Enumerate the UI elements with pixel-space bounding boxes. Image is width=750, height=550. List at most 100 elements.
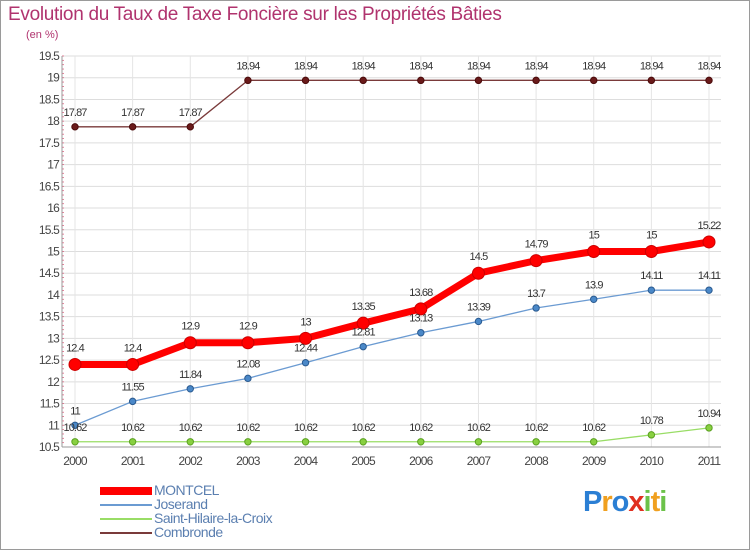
y-tick-label: 19.5 (39, 49, 60, 63)
series-point (644, 245, 658, 258)
data-label: 12.9 (181, 321, 200, 333)
series-point (183, 336, 197, 350)
series-point (705, 76, 713, 85)
series-point (244, 374, 252, 383)
data-label: 14.5 (470, 251, 489, 263)
series-point (590, 438, 598, 446)
data-label: 11 (70, 405, 80, 417)
data-label: 10.62 (294, 422, 318, 434)
logo-letter: t (650, 486, 661, 518)
series-point (186, 123, 194, 131)
data-label: 10.62 (179, 422, 203, 434)
series-point (359, 342, 367, 351)
data-label: 18.94 (640, 60, 664, 72)
series-point (68, 357, 82, 371)
legend-swatch (100, 532, 152, 534)
series-point (587, 245, 601, 258)
y-tick-label: 19 (47, 71, 60, 85)
data-label: 14.79 (525, 239, 549, 251)
series-point (71, 123, 79, 131)
legend-swatch (100, 504, 152, 506)
series-point (301, 438, 310, 446)
y-tick-label: 14.5 (39, 266, 60, 280)
data-label: 15.22 (697, 220, 721, 232)
x-tick-label: 2007 (467, 454, 492, 468)
data-label: 12.4 (66, 342, 85, 354)
y-tick-label: 17 (47, 158, 60, 172)
data-label: 10.62 (63, 422, 87, 434)
series-point (359, 438, 367, 446)
series-point (529, 254, 543, 268)
y-tick-label: 17.5 (39, 136, 60, 150)
y-tick-label: 16 (47, 201, 60, 215)
y-tick-label: 12.5 (39, 353, 60, 367)
series-point (647, 76, 656, 85)
logo-letter: x (628, 486, 644, 518)
logo-letter: i (643, 486, 652, 518)
series-point (647, 431, 656, 439)
series-point (417, 329, 425, 337)
series-point (301, 359, 310, 367)
x-tick-label: 2010 (640, 454, 665, 468)
series-point (702, 235, 716, 249)
y-tick-label: 18.5 (39, 92, 60, 106)
legend-label: Combronde (154, 524, 223, 540)
data-label: 15 (589, 230, 600, 242)
data-label: 10.94 (697, 408, 721, 420)
series-point (590, 76, 598, 85)
series-line-combronde (75, 79, 709, 128)
data-label: 14.11 (640, 270, 663, 282)
data-label: 12.4 (124, 342, 143, 354)
data-label: 15 (646, 230, 657, 242)
series-point (359, 76, 367, 85)
data-label: 17.87 (179, 107, 203, 119)
series-point (474, 317, 483, 326)
data-label: 12.44 (294, 343, 318, 355)
x-tick-label: 2001 (121, 454, 146, 468)
data-label: 10.62 (525, 422, 549, 434)
data-label: 10.78 (640, 415, 664, 427)
legend-swatch (100, 487, 152, 495)
x-tick-label: 2005 (351, 454, 376, 468)
data-label: 11.55 (122, 381, 145, 393)
y-tick-label: 16.5 (39, 179, 60, 193)
data-label: 17.87 (121, 107, 145, 119)
series-point (532, 76, 540, 85)
x-tick-label: 2008 (524, 454, 549, 468)
series-point (474, 438, 483, 446)
series-point (128, 438, 137, 446)
data-label: 10.62 (467, 422, 491, 434)
series-line-saint-hilaire-la-croix (75, 427, 710, 443)
series-point (705, 286, 713, 294)
series-point (647, 286, 656, 294)
data-label: 18.94 (467, 60, 491, 72)
data-label: 18.94 (582, 60, 606, 72)
data-label: 17.87 (63, 107, 87, 119)
data-label: 14.11 (698, 270, 721, 282)
series-point (356, 316, 370, 330)
series-point (417, 76, 425, 85)
series-point (471, 266, 485, 280)
series-point (126, 357, 140, 371)
series-point (241, 336, 255, 350)
data-label: 13.35 (352, 301, 376, 313)
x-tick-label: 2009 (582, 454, 607, 468)
series-line-montcel (75, 238, 710, 368)
data-label: 18.94 (409, 60, 433, 72)
y-tick-label: 11 (48, 418, 60, 432)
data-label: 12.9 (239, 321, 258, 333)
data-label: 13.7 (527, 288, 546, 300)
x-tick-label: 2003 (236, 454, 261, 468)
y-tick-label: 12 (47, 375, 60, 389)
logo-letter: P (583, 486, 602, 518)
logo-letter: i (659, 486, 667, 518)
series-point (186, 438, 194, 446)
data-label: 13.9 (585, 279, 604, 291)
y-tick-label: 18 (47, 114, 60, 128)
series-point (705, 424, 713, 432)
data-label: 10.62 (409, 422, 433, 434)
series-point (474, 76, 483, 85)
y-tick-label: 10.5 (39, 440, 60, 454)
logo-letter: r (601, 486, 612, 518)
